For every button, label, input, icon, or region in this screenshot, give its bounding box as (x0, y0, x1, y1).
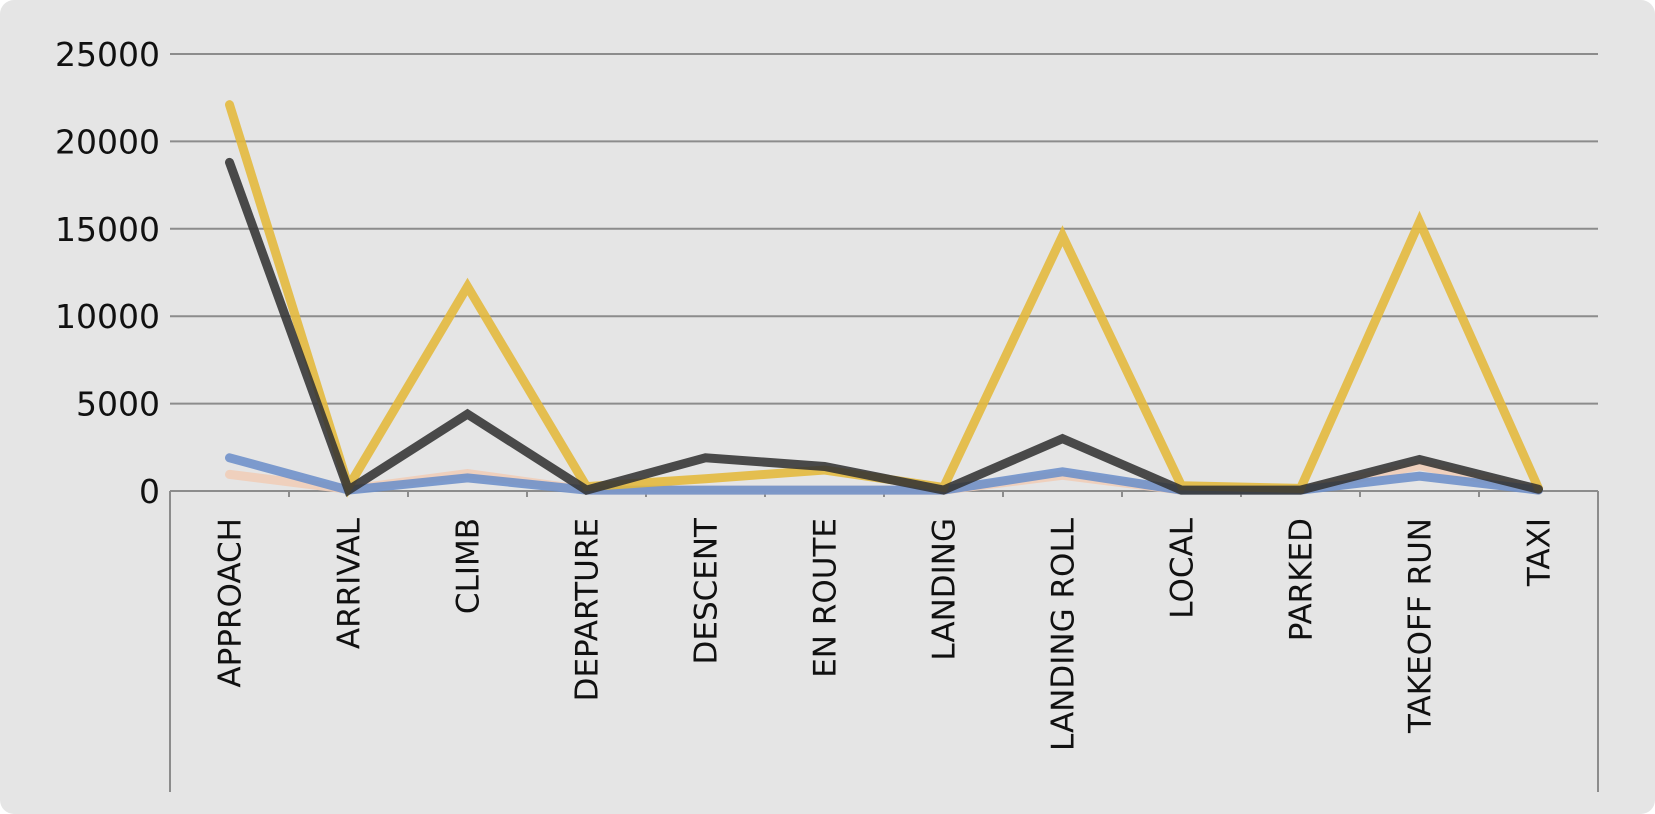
x-category-label: TAKEOFF RUN (1403, 518, 1439, 734)
y-tick-label: 20000 (55, 122, 160, 161)
x-category-label: LANDING (927, 518, 963, 661)
y-tick-label: 25000 (55, 35, 160, 74)
x-category-label: DESCENT (689, 517, 725, 665)
y-tick-label: 15000 (55, 210, 160, 249)
x-category-label: LOCAL (1165, 517, 1201, 618)
x-category-label: APPROACH (213, 518, 249, 688)
x-category-label: LANDING ROLL (1046, 517, 1082, 751)
y-tick-label: 5000 (76, 385, 160, 424)
x-category-label: DEPARTURE (570, 518, 606, 701)
series-line-4 (225, 157, 1543, 497)
x-category-label: CLIMB (451, 518, 487, 614)
x-category-label: ARRIVAL (332, 517, 368, 649)
x-axis-category-labels: APPROACH ARRIVAL CLIMB DEPARTURE DESCENT EN R… (213, 517, 1558, 751)
y-tick-label: 10000 (55, 297, 160, 336)
x-category-label: EN ROUTE (808, 518, 844, 678)
y-tick-label: 0 (139, 472, 160, 511)
y-axis-tick-labels: 0 5000 10000 15000 20000 25000 (55, 35, 160, 511)
gridlines (170, 53, 1598, 405)
x-category-label: PARKED (1284, 518, 1320, 641)
axes (169, 490, 1599, 792)
x-category-label: TAXI (1522, 518, 1558, 587)
series-line-3 (225, 100, 1543, 498)
series-lines (225, 100, 1543, 498)
